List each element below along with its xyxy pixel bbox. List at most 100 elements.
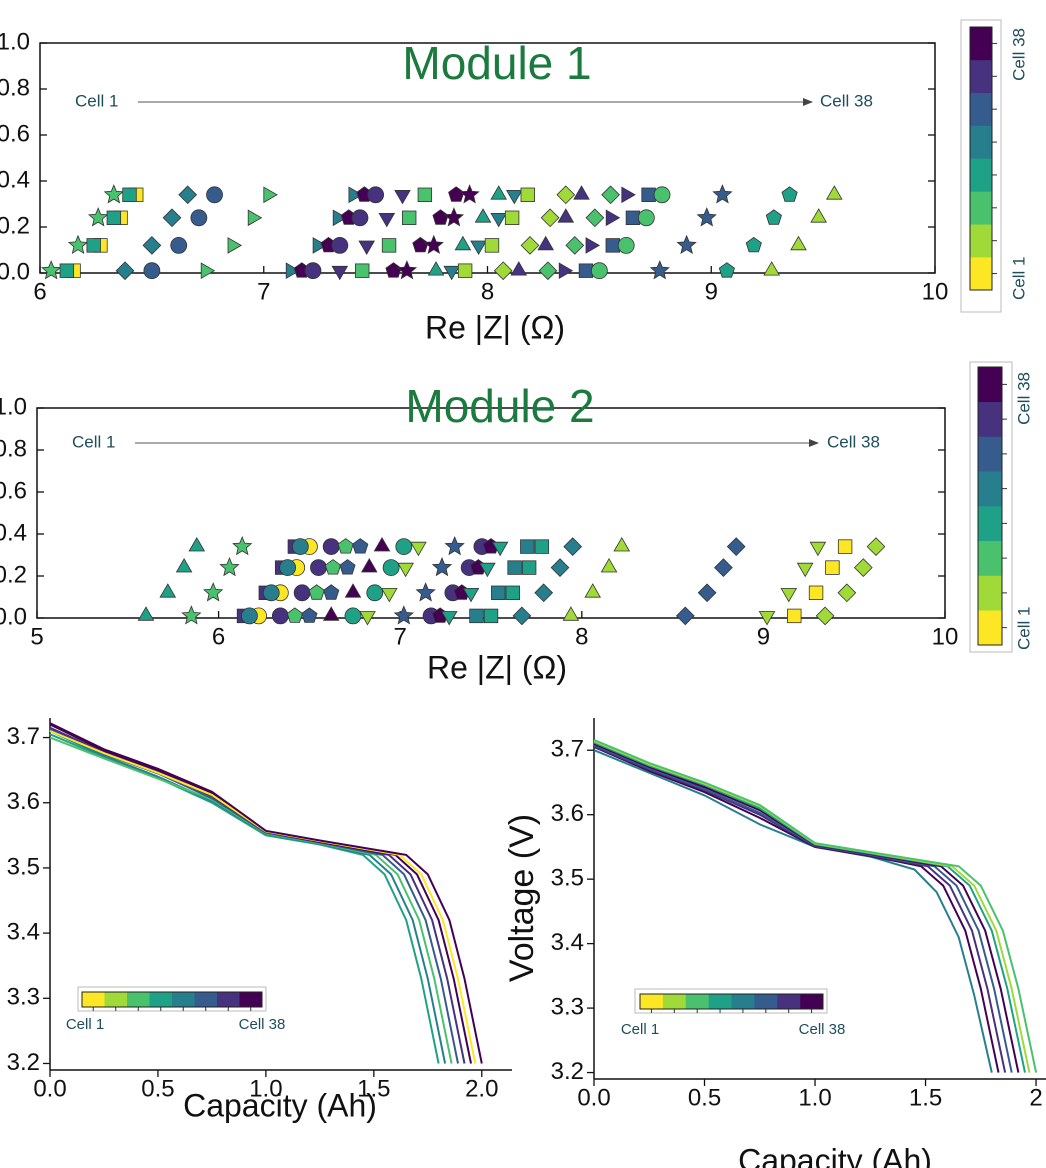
series	[59, 187, 137, 278]
marker	[203, 582, 224, 602]
marker	[787, 608, 802, 624]
marker	[262, 584, 280, 602]
marker	[537, 235, 554, 251]
y-tick-label: 0.4	[0, 519, 27, 546]
x-tick-label: 7	[394, 623, 407, 650]
marker	[584, 583, 601, 598]
series	[469, 539, 535, 624]
marker	[484, 238, 500, 253]
colorbar-swatch	[239, 992, 263, 1007]
colorbar-swatch	[970, 257, 992, 291]
y-tick-label: 0.8	[0, 435, 27, 462]
marker	[351, 209, 369, 227]
marker	[440, 611, 458, 626]
colorbar-swatch	[662, 994, 687, 1009]
colorbar-label: Cell 38	[799, 1021, 846, 1038]
y-tick-label: 3.5	[7, 853, 40, 880]
marker	[556, 185, 576, 205]
colorbar-swatch	[978, 506, 1002, 542]
marker	[106, 210, 122, 226]
series	[41, 184, 125, 280]
marker	[247, 209, 263, 227]
marker	[625, 210, 641, 226]
colorbar-swatch	[970, 158, 992, 192]
colorbar-swatch	[149, 992, 173, 1007]
marker	[565, 236, 585, 255]
marker	[423, 234, 444, 255]
colorbar-swatch	[970, 92, 992, 126]
marker	[381, 588, 398, 603]
series	[396, 184, 480, 280]
x-tick-label: 2	[1029, 1084, 1042, 1111]
colorbar-swatch	[82, 992, 105, 1007]
marker	[520, 187, 535, 203]
series-line	[49, 733, 440, 1064]
colorbar-swatch	[194, 992, 218, 1007]
marker	[459, 184, 480, 204]
x-tick-label: 10	[922, 278, 949, 305]
annotation-start: Cell 1	[75, 91, 118, 110]
marker	[780, 588, 798, 603]
y-tick-label: 0.0	[0, 603, 27, 630]
series	[427, 185, 507, 276]
marker	[758, 611, 776, 626]
x-tick-label: 1.5	[357, 1075, 390, 1102]
colorbar-label: Cell 1	[1009, 257, 1028, 300]
x-tick-label: 9	[705, 278, 718, 305]
series	[649, 184, 733, 280]
series	[331, 189, 411, 281]
x-tick-label: 1.0	[249, 1075, 282, 1102]
marker	[304, 262, 322, 280]
x-tick-label: 0.0	[577, 1084, 610, 1111]
marker	[837, 583, 857, 603]
marker	[170, 236, 188, 254]
y-tick-label: 0.2	[0, 212, 30, 239]
colorbar-outline	[969, 26, 993, 291]
marker	[641, 187, 656, 203]
marker	[322, 538, 340, 555]
marker	[415, 582, 436, 602]
y-tick-label: 1.0	[0, 393, 27, 420]
marker	[745, 236, 762, 253]
colorbar-swatch	[978, 471, 1002, 507]
marker	[550, 558, 570, 577]
series-line	[49, 730, 447, 1064]
x-tick-label: 6	[212, 623, 225, 650]
x-tick-label: 8	[481, 278, 494, 305]
marker	[809, 541, 827, 557]
colorbar-swatch	[172, 992, 195, 1007]
colorbar-label: Cell 38	[239, 1016, 286, 1033]
chart: 5 6 7 8 9 10 0.0 0.2 0.4 0.6 0.8 1.0 Module 2 Re |Z| …	[0, 361, 1033, 685]
marker	[601, 185, 620, 205]
colorbar-swatch	[970, 191, 992, 225]
colorbar-label: Cell 1	[66, 1016, 104, 1033]
marker	[493, 261, 513, 281]
marker	[339, 559, 356, 575]
x-tick-label: 8	[575, 623, 588, 650]
marker	[617, 236, 635, 254]
marker	[397, 562, 414, 578]
marker	[763, 261, 780, 276]
marker	[585, 237, 601, 254]
marker	[162, 208, 182, 228]
marker	[490, 185, 507, 200]
y-tick-label: 3.7	[7, 723, 40, 750]
series	[562, 537, 631, 621]
marker	[143, 262, 161, 280]
marker	[653, 186, 671, 204]
y-tick-label: 3.5	[551, 865, 584, 892]
marker	[457, 263, 473, 278]
colorbar-swatch	[685, 994, 709, 1009]
annotation-end: Cell 38	[827, 432, 880, 451]
marker	[331, 265, 349, 281]
colorbar-swatch	[970, 125, 992, 159]
series	[763, 185, 843, 276]
marker	[122, 187, 137, 203]
marker	[637, 209, 655, 227]
marker	[308, 584, 325, 600]
marker	[491, 541, 509, 557]
marker	[469, 608, 484, 624]
series-line	[49, 726, 466, 1064]
x-axis-label: Capacity (Ah)	[738, 1142, 932, 1168]
